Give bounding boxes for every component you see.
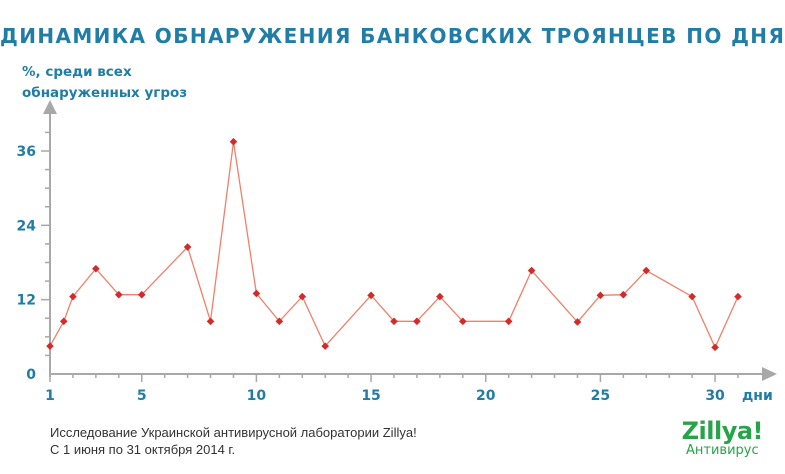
data-point <box>413 317 421 326</box>
x-tick-label: 25 <box>591 388 610 404</box>
data-point <box>298 292 307 301</box>
data-point <box>206 317 215 326</box>
zillya-logo: Zillya! Антивирус <box>681 417 764 458</box>
x-tick-label: 10 <box>247 388 267 404</box>
y-tick-label: 24 <box>17 218 37 234</box>
data-point <box>367 291 375 300</box>
y-axis-arrow <box>43 100 57 114</box>
data-point <box>183 243 192 251</box>
data-point <box>527 266 536 275</box>
data-point <box>459 317 467 326</box>
data-point <box>711 343 719 352</box>
x-axis-unit-label: дни <box>742 388 773 404</box>
y-axis-ticks: 0 12 24 36 <box>17 131 50 383</box>
data-point <box>734 292 742 301</box>
x-tick-label: 15 <box>361 388 380 404</box>
data-point <box>619 290 628 299</box>
x-axis-arrow <box>762 367 777 381</box>
y-axis-label-line-1: %, среди всех <box>22 64 132 80</box>
data-point <box>46 342 54 350</box>
data-point <box>596 291 605 300</box>
data-point <box>504 317 513 326</box>
y-axis-label-line-2: обнаруженных угроз <box>22 85 188 101</box>
data-point <box>436 292 444 301</box>
chart-title: ДИНАМИКА ОБНАРУЖЕНИЯ БАНКОВСКИХ ТРОЯНЦЕВ… <box>0 24 785 48</box>
data-point <box>137 290 146 299</box>
series-group <box>46 137 742 352</box>
data-point <box>390 317 398 326</box>
y-tick-label: 36 <box>17 144 36 160</box>
x-tick-label: 1 <box>45 388 55 404</box>
series-line <box>49 141 739 349</box>
x-tick-label: 20 <box>476 388 496 404</box>
data-point <box>115 290 123 299</box>
data-point <box>573 318 582 326</box>
data-point <box>92 264 100 273</box>
y-tick-label: 12 <box>17 293 36 309</box>
logo-subtitle: Антивирус <box>686 443 759 458</box>
logo-name: Zillya! <box>681 417 764 445</box>
footnote-line-2: С 1 июня по 31 октября 2014 г. <box>50 442 236 457</box>
data-point <box>688 292 696 301</box>
data-point <box>229 137 238 146</box>
x-tick-label: 30 <box>705 388 725 404</box>
footnote: Исследование Украинской антивирусной лаб… <box>50 424 417 458</box>
data-point <box>321 342 329 350</box>
data-point <box>642 266 651 275</box>
y-axis-label: %, среди всех обнаруженных угроз <box>22 62 222 104</box>
x-axis-ticks: 1 5 10 15 20 25 30 <box>45 374 739 404</box>
data-point <box>69 292 77 301</box>
y-tick-label: 0 <box>26 367 36 383</box>
data-point <box>275 317 284 326</box>
chart-axes <box>43 100 777 381</box>
x-tick-label: 5 <box>137 388 147 404</box>
footnote-line-1: Исследование Украинской антивирусной лаб… <box>50 425 417 440</box>
data-point <box>252 289 261 298</box>
data-point <box>59 317 68 326</box>
